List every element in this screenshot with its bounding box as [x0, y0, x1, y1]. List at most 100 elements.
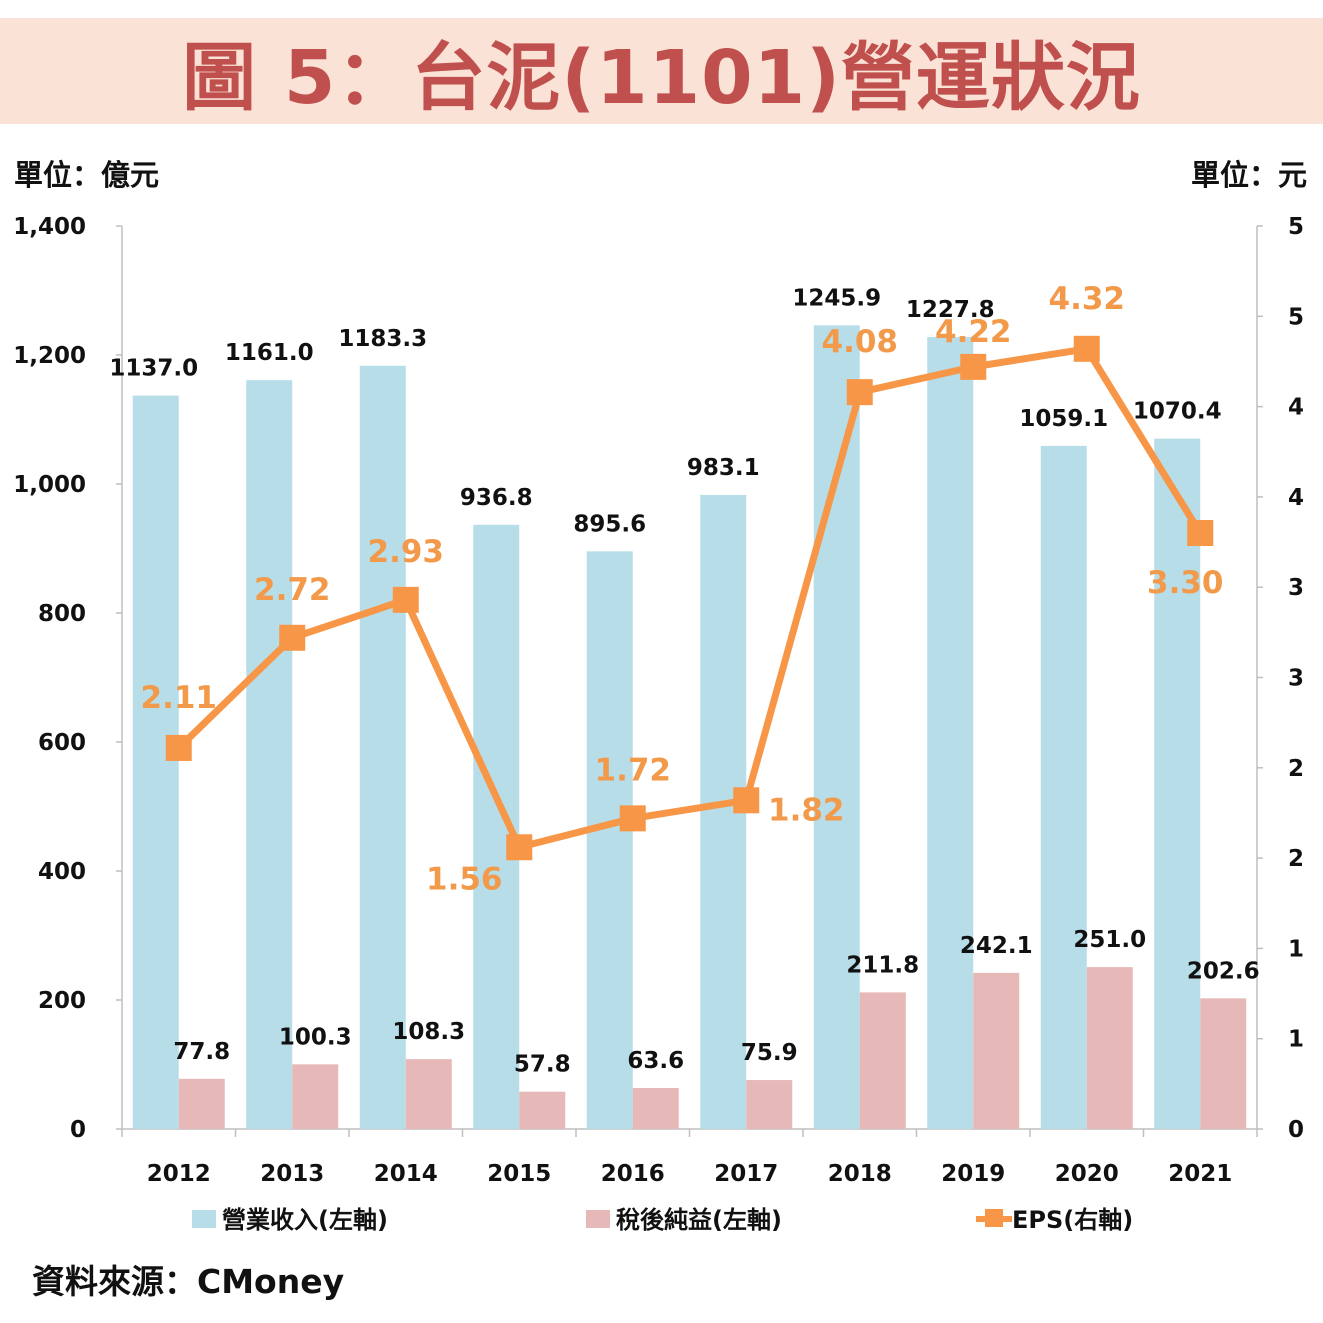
- net-income-value-label: 100.3: [279, 1024, 352, 1050]
- eps-value-label: 4.08: [822, 324, 899, 360]
- net-income-bar: [859, 992, 906, 1129]
- x-axis-tick-label: 2016: [601, 1161, 665, 1187]
- revenue-value-label: 936.8: [460, 485, 533, 511]
- eps-point-marker: [279, 624, 306, 651]
- left-axis-unit: 單位：億元: [14, 158, 160, 192]
- left-axis-tick-label: 1,200: [13, 343, 86, 369]
- legend-swatch: [192, 1210, 216, 1228]
- eps-value-label: 1.56: [426, 861, 503, 897]
- legend-label: EPS(右軸): [1012, 1206, 1133, 1234]
- right-axis-tick-label: 1: [1288, 1027, 1304, 1053]
- right-axis-tick-label: 4: [1288, 485, 1304, 511]
- left-axis-tick-label: 200: [38, 988, 86, 1014]
- revenue-value-label: 1183.3: [338, 326, 427, 352]
- data-labels: 1137.0 77.8 1161.0 100.3 1183.3 108.3 936.8 57.…: [109, 281, 1259, 1078]
- x-axis-tick-label: 2015: [487, 1161, 551, 1187]
- x-axis-tick-label: 2021: [1168, 1161, 1232, 1187]
- net-income-value-label: 57.8: [514, 1052, 571, 1078]
- revenue-value-label: 1137.0: [109, 356, 198, 382]
- right-axis-tick-label: 4: [1288, 395, 1304, 421]
- x-axis-tick-label: 2020: [1055, 1161, 1119, 1187]
- right-axis-unit: 單位：元: [1190, 158, 1307, 192]
- net-income-bar: [1086, 967, 1133, 1129]
- revenue-bar: [359, 365, 406, 1130]
- eps-point-marker: [619, 805, 646, 832]
- net-income-bar: [746, 1080, 793, 1129]
- eps-point-marker: [846, 379, 873, 406]
- right-axis-tick-label: 3: [1288, 666, 1304, 692]
- eps-point-marker: [1187, 520, 1214, 547]
- revenue-bar: [1040, 445, 1087, 1129]
- left-axis-tick-label: 400: [38, 859, 86, 885]
- legend-label: 營業收入(左軸): [222, 1206, 388, 1234]
- revenue-value-label: 895.6: [573, 511, 646, 537]
- net-income-value-label: 242.1: [960, 933, 1033, 959]
- legend-label: 稅後純益(左軸): [616, 1206, 782, 1234]
- legend-swatch: [586, 1210, 610, 1228]
- eps-value-label: 1.82: [768, 792, 845, 828]
- left-axis-tick-label: 1,000: [13, 472, 86, 498]
- eps-point-marker: [733, 787, 760, 814]
- right-axis-tick-label: 5: [1288, 304, 1304, 330]
- eps-point-marker: [506, 834, 533, 861]
- x-axis-tick-label: 2014: [374, 1161, 438, 1187]
- net-income-bar: [973, 972, 1020, 1129]
- eps-point-marker: [392, 586, 419, 613]
- left-axis-tick-label: 0: [70, 1117, 86, 1143]
- eps-value-label: 4.22: [935, 314, 1012, 350]
- left-axis-tick-label: 800: [38, 601, 86, 627]
- right-axis-tick-label: 3: [1288, 575, 1304, 601]
- revenue-value-label: 1161.0: [225, 340, 314, 366]
- eps-value-label: 2.93: [368, 534, 445, 570]
- net-income-value-label: 251.0: [1073, 927, 1146, 953]
- axes: 0 200 400 600 800 1,000 1,200 1,400 0 1 1 2 2 3 3 4 4 5 5 2…: [13, 214, 1304, 1187]
- revenue-value-label: 1245.9: [792, 285, 881, 311]
- net-income-bar: [1200, 998, 1247, 1129]
- bars: [132, 325, 1247, 1130]
- net-income-value-label: 211.8: [846, 952, 919, 978]
- eps-point-marker: [960, 353, 987, 380]
- x-axis-tick-label: 2017: [714, 1161, 778, 1187]
- revenue-bar: [586, 551, 633, 1129]
- net-income-value-label: 75.9: [741, 1040, 798, 1066]
- title-banner: 圖 5：台泥(1101)營運狀況: [0, 18, 1323, 124]
- source-note: 資料來源：CMoney: [32, 1262, 345, 1301]
- revenue-value-label: 1059.1: [1019, 406, 1108, 432]
- eps-value-label: 1.72: [595, 752, 672, 788]
- x-axis-tick-label: 2018: [828, 1161, 892, 1187]
- eps-value-label: 3.30: [1147, 565, 1224, 601]
- net-income-value-label: 202.6: [1187, 958, 1260, 984]
- legend-swatch-marker: [985, 1209, 1003, 1227]
- left-axis-tick-label: 600: [38, 730, 86, 756]
- right-axis-tick-label: 5: [1288, 214, 1304, 240]
- eps-line-layer: [165, 335, 1214, 861]
- eps-line: [176, 345, 1204, 851]
- left-axis-tick-label: 1,400: [13, 214, 86, 240]
- x-axis-tick-label: 2012: [147, 1161, 211, 1187]
- revenue-bar: [927, 337, 974, 1130]
- right-axis-tick-label: 2: [1288, 756, 1304, 782]
- net-income-bar: [405, 1059, 452, 1129]
- net-income-bar: [519, 1091, 566, 1129]
- x-axis-tick-label: 2019: [941, 1161, 1005, 1187]
- eps-value-label: 4.32: [1049, 281, 1126, 317]
- net-income-bar: [178, 1078, 225, 1129]
- revenue-value-label: 983.1: [687, 455, 760, 481]
- revenue-bar: [813, 325, 860, 1129]
- net-income-bar: [292, 1064, 339, 1129]
- revenue-bar: [246, 380, 293, 1129]
- net-income-bar: [632, 1087, 679, 1129]
- net-income-value-label: 63.6: [627, 1048, 684, 1074]
- revenue-value-label: 1227.8: [906, 297, 995, 323]
- right-axis-tick-label: 2: [1288, 846, 1304, 872]
- revenue-bar: [1154, 438, 1201, 1129]
- eps-value-label: 2.11: [141, 680, 218, 716]
- right-axis-tick-label: 0: [1288, 1117, 1304, 1143]
- eps-point-marker: [165, 734, 192, 761]
- revenue-value-label: 1070.4: [1133, 399, 1222, 425]
- net-income-value-label: 108.3: [392, 1019, 465, 1045]
- eps-value-label: 2.72: [254, 572, 331, 608]
- right-axis-tick-label: 1: [1288, 936, 1304, 962]
- eps-point-marker: [1073, 335, 1100, 362]
